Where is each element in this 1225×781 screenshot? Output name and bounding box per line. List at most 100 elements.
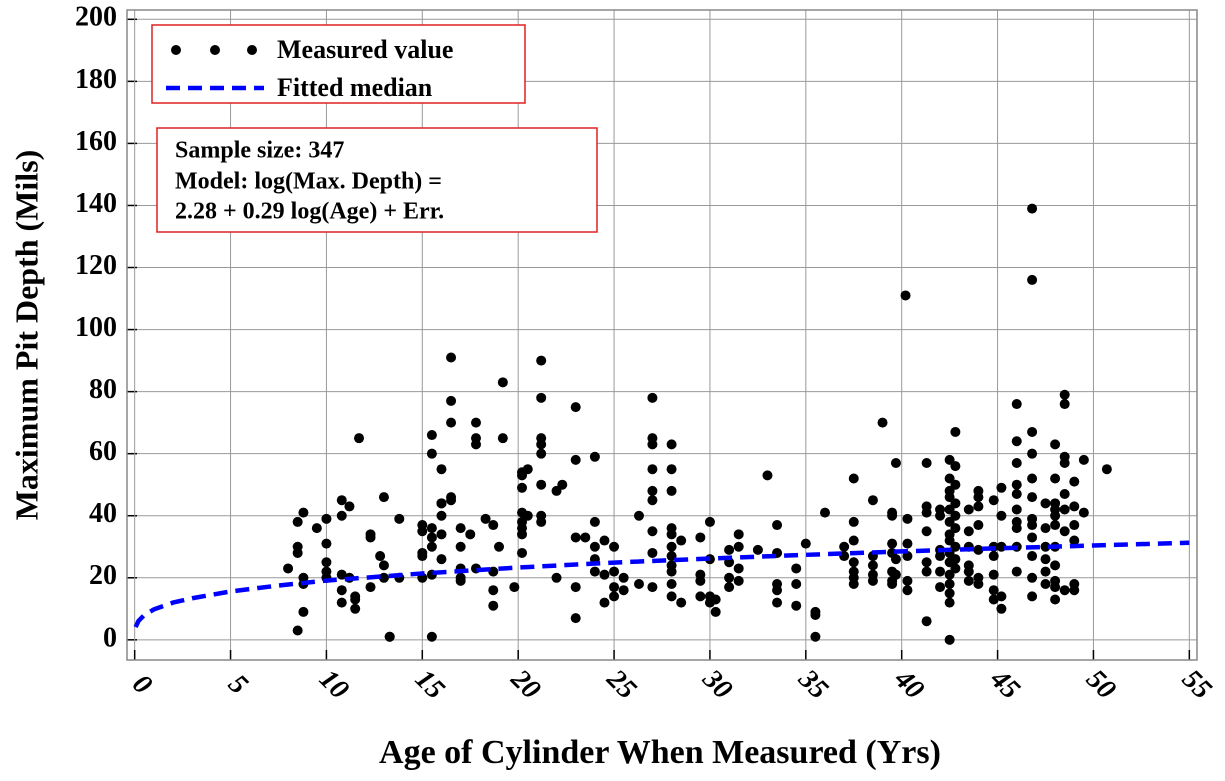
- data-point: [921, 616, 932, 627]
- data-point: [488, 566, 499, 577]
- data-point: [900, 290, 911, 301]
- data-point: [944, 578, 955, 589]
- data-point: [497, 377, 508, 388]
- data-point: [752, 544, 763, 555]
- data-point: [902, 538, 913, 549]
- data-point: [436, 498, 447, 509]
- data-point: [1027, 203, 1038, 214]
- data-point: [1078, 507, 1089, 518]
- data-point: [890, 569, 901, 580]
- data-point: [354, 433, 365, 444]
- data-point: [1011, 489, 1022, 500]
- data-point: [733, 529, 744, 540]
- data-point: [676, 535, 687, 546]
- data-point: [1069, 535, 1080, 546]
- data-point: [517, 547, 528, 558]
- data-point: [647, 495, 658, 506]
- data-point: [935, 566, 946, 577]
- data-point: [446, 495, 457, 506]
- data-point: [336, 569, 347, 580]
- legend-label: Measured value: [277, 35, 453, 64]
- data-point: [1059, 504, 1070, 515]
- data-point: [867, 575, 878, 586]
- data-point: [950, 498, 961, 509]
- data-point: [988, 551, 999, 562]
- data-point: [589, 541, 600, 552]
- data-point: [950, 541, 961, 552]
- data-point: [963, 566, 974, 577]
- data-point: [633, 578, 644, 589]
- data-point: [1027, 448, 1038, 459]
- data-point: [950, 510, 961, 521]
- data-point: [570, 613, 581, 624]
- data-point: [426, 541, 437, 552]
- data-point: [676, 597, 687, 608]
- data-point: [378, 560, 389, 571]
- data-point: [336, 597, 347, 608]
- data-point: [378, 492, 389, 503]
- data-point: [417, 526, 428, 537]
- data-point: [1059, 585, 1070, 596]
- data-point: [733, 563, 744, 574]
- data-point: [1011, 504, 1022, 515]
- data-point: [350, 594, 361, 605]
- data-point: [384, 631, 395, 642]
- data-point: [695, 532, 706, 543]
- data-point: [609, 582, 620, 593]
- data-point: [666, 578, 677, 589]
- data-point: [536, 448, 547, 459]
- data-point: [1101, 464, 1112, 475]
- annotation-line: Model: log(Max. Depth) =: [175, 169, 442, 195]
- data-point: [921, 566, 932, 577]
- data-point: [666, 591, 677, 602]
- data-point: [1050, 594, 1061, 605]
- data-point: [810, 610, 821, 621]
- data-point: [647, 392, 658, 403]
- y-tick-label: 200: [75, 2, 117, 33]
- data-point: [973, 578, 984, 589]
- data-point: [1040, 498, 1051, 509]
- legend-symbol: [171, 45, 181, 55]
- data-point: [1050, 439, 1061, 450]
- legend-symbol: [247, 45, 257, 55]
- data-point: [321, 557, 332, 568]
- data-point: [996, 603, 1007, 614]
- data-point: [557, 479, 568, 490]
- data-point: [589, 516, 600, 527]
- data-point: [599, 535, 610, 546]
- data-point: [848, 535, 859, 546]
- data-point: [426, 448, 437, 459]
- data-point: [298, 606, 309, 617]
- data-point: [589, 451, 600, 462]
- data-point: [536, 516, 547, 527]
- data-point: [902, 585, 913, 596]
- data-point: [890, 457, 901, 468]
- data-point: [772, 585, 783, 596]
- data-point: [365, 582, 376, 593]
- data-point: [1040, 578, 1051, 589]
- data-point: [921, 557, 932, 568]
- data-point: [848, 578, 859, 589]
- data-point: [921, 457, 932, 468]
- data-point: [710, 594, 721, 605]
- y-tick-label: 80: [89, 374, 117, 405]
- data-point: [647, 547, 658, 558]
- data-point: [762, 470, 773, 481]
- data-point: [426, 532, 437, 543]
- data-point: [455, 523, 466, 534]
- data-point: [517, 529, 528, 540]
- legend: Measured value Fitted median: [151, 24, 526, 104]
- y-tick-label: 20: [89, 560, 117, 591]
- data-point: [1011, 436, 1022, 447]
- data-point: [570, 402, 581, 413]
- data-point: [509, 582, 520, 593]
- data-point: [609, 591, 620, 602]
- data-point: [536, 479, 547, 490]
- data-point: [772, 520, 783, 531]
- data-point: [890, 554, 901, 565]
- y-tick-label: 100: [75, 312, 117, 343]
- data-point: [609, 541, 620, 552]
- data-point: [1069, 585, 1080, 596]
- data-point: [950, 523, 961, 534]
- data-point: [599, 569, 610, 580]
